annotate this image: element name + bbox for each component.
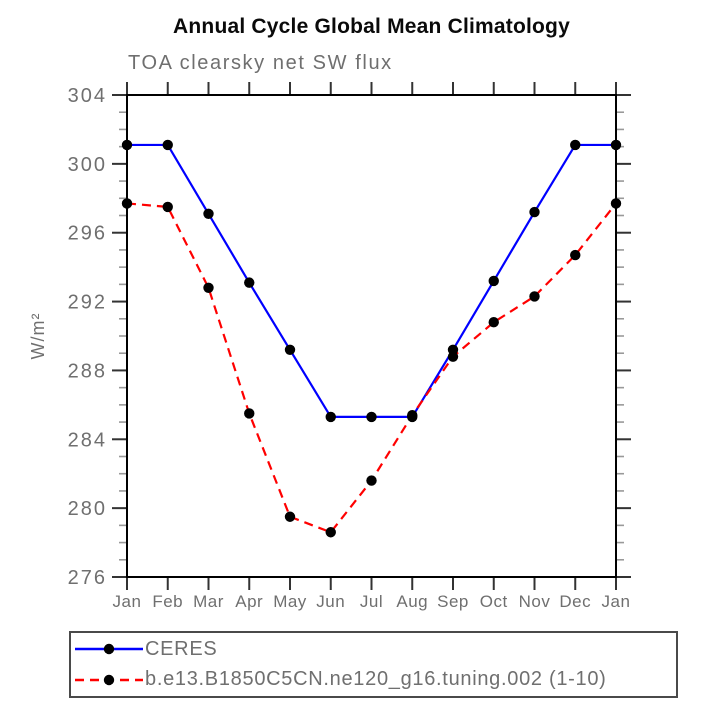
- svg-text:W/m²: W/m²: [28, 313, 48, 360]
- svg-text:276: 276: [68, 567, 107, 589]
- chart-title: Annual Cycle Global Mean Climatology: [173, 15, 570, 38]
- svg-text:Apr: Apr: [235, 592, 263, 611]
- svg-text:Jun: Jun: [316, 592, 345, 611]
- svg-text:280: 280: [68, 498, 107, 520]
- svg-text:Jan: Jan: [602, 592, 631, 611]
- svg-text:Jul: Jul: [360, 592, 383, 611]
- svg-text:288: 288: [68, 360, 107, 382]
- svg-text:292: 292: [68, 292, 107, 314]
- plot-area: 276 280 284 288 292 296 300 304 Jan Feb Mar Apr May J…: [28, 82, 631, 611]
- model-line-sample-icon: [75, 674, 143, 685]
- svg-text:296: 296: [68, 223, 107, 245]
- svg-text:Aug: Aug: [396, 592, 428, 611]
- legend-label-ceres: CERES: [145, 637, 218, 660]
- legend-entry-model: b.e13.B1850C5CN.ne120_g16.tuning.002 (1-…: [71, 666, 676, 694]
- svg-text:Oct: Oct: [480, 592, 508, 611]
- svg-text:Mar: Mar: [193, 592, 224, 611]
- svg-text:304: 304: [68, 85, 107, 107]
- chart-subtitle: TOA clearsky net SW flux: [128, 52, 393, 74]
- legend: CERES b.e13.B1850C5CN.ne120_g16.tuning.0…: [69, 631, 678, 698]
- svg-text:Nov: Nov: [519, 592, 551, 611]
- svg-text:May: May: [273, 592, 307, 611]
- svg-text:Sep: Sep: [437, 592, 469, 611]
- svg-text:300: 300: [68, 154, 107, 176]
- svg-text:Dec: Dec: [559, 592, 591, 611]
- legend-entry-ceres: CERES: [71, 635, 676, 663]
- svg-text:Feb: Feb: [152, 592, 183, 611]
- svg-text:Jan: Jan: [113, 592, 142, 611]
- ceres-line-sample-icon: [75, 644, 143, 655]
- svg-text:284: 284: [68, 429, 107, 451]
- legend-label-model: b.e13.B1850C5CN.ne120_g16.tuning.002 (1-…: [145, 668, 607, 691]
